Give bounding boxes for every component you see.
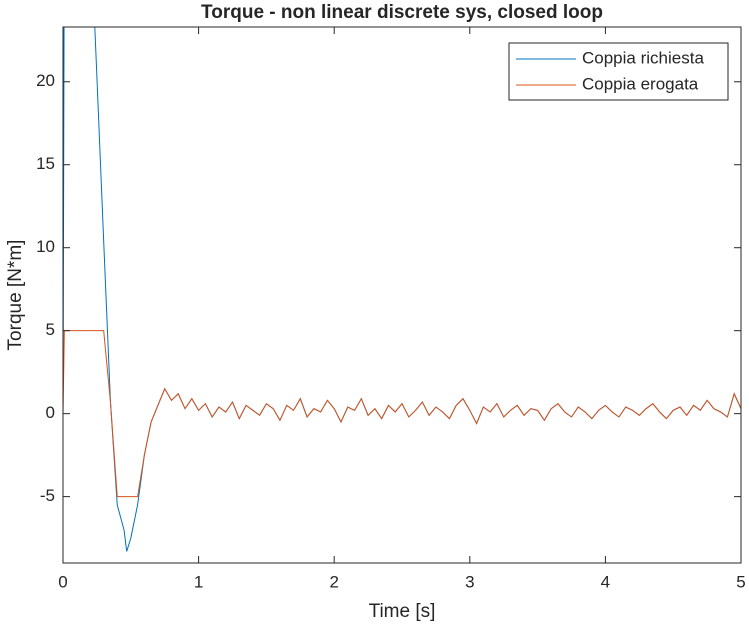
y-tick-label: 20: [36, 71, 55, 90]
y-tick-label: -5: [40, 486, 55, 505]
x-tick-label: 2: [329, 572, 338, 591]
x-tick-label: 3: [465, 572, 474, 591]
x-axis-label: Time [s]: [369, 601, 436, 622]
y-tick-label: 5: [46, 320, 55, 339]
x-tick-label: 1: [194, 572, 203, 591]
y-tick-label: 15: [36, 154, 55, 173]
y-tick-label: 10: [36, 237, 55, 256]
legend: Coppia richiesta Coppia erogata: [508, 42, 729, 101]
chart-title: Torque - non linear discrete sys, closed…: [201, 2, 603, 23]
y-axis-label: Torque [N*m]: [5, 240, 26, 351]
x-tick-label: 0: [58, 572, 67, 591]
legend-label: Coppia richiesta: [582, 48, 704, 67]
x-tick-label: 4: [601, 572, 610, 591]
legend-box: [508, 42, 729, 101]
y-tick-label: 0: [46, 403, 55, 422]
axes-box: [62, 26, 742, 564]
data-line: [63, 330, 741, 498]
plot-area: [63, 27, 741, 552]
legend-label: Coppia erogata: [582, 74, 699, 93]
x-tick-label: 5: [736, 572, 745, 591]
